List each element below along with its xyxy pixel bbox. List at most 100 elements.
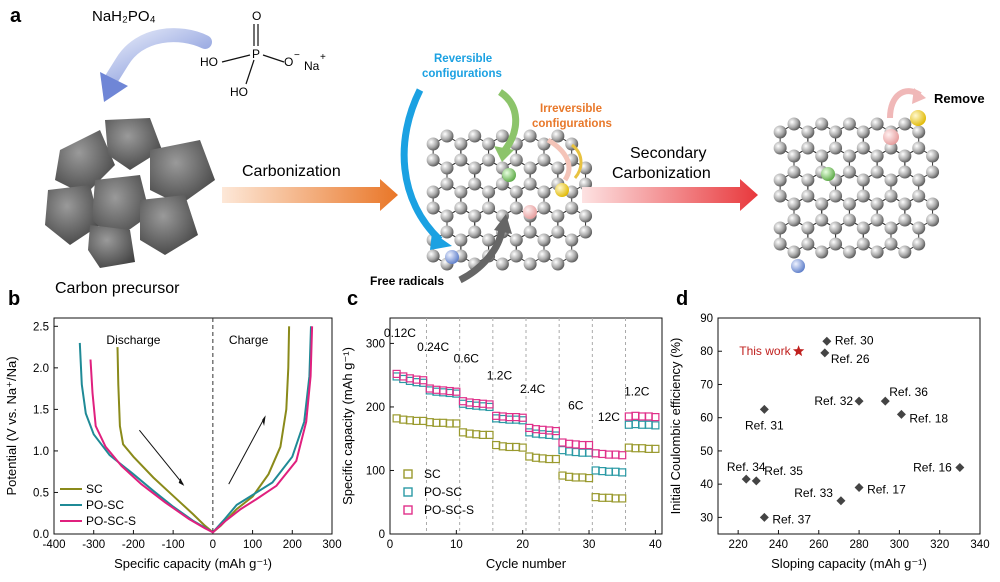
carbon-atom	[815, 213, 829, 227]
data-point-po-sc	[405, 376, 415, 385]
carbon-atom	[856, 141, 870, 155]
x-tick-label: 100	[243, 539, 262, 551]
y-tick-label: 70	[700, 379, 713, 391]
carbon-atom	[454, 185, 468, 199]
data-point-po-sc	[485, 402, 494, 412]
data-point-po-sc	[551, 431, 560, 440]
data-point-po-sc	[518, 416, 527, 425]
carbon-atom	[426, 153, 440, 167]
data-point-po-sc	[644, 420, 653, 429]
carbon-atom	[829, 221, 843, 235]
legend-entry: SC	[86, 482, 103, 496]
panel-d: d 220 240 260 280 300 320 340 30 40 50 60 70 80 90 Slo…	[668, 288, 990, 571]
y-tick-label: 60	[700, 413, 713, 425]
x-tick-label: 20	[516, 539, 529, 551]
reagent-arrow	[105, 28, 212, 85]
data-point-sc	[505, 442, 514, 452]
data-point-sc	[445, 419, 454, 428]
carbon-atom	[856, 221, 870, 235]
carbon-atom	[926, 149, 940, 163]
carbon-atom	[426, 185, 440, 199]
y-tick-label: 80	[700, 346, 713, 358]
data-point-sc	[551, 454, 560, 464]
carbon-atom	[523, 161, 537, 175]
data-point-sc	[419, 416, 428, 426]
y-tick-label: 0	[379, 529, 385, 541]
data-point-po-sc-s	[419, 376, 428, 385]
carbon-atom	[898, 165, 912, 179]
x-tick-label: 200	[283, 539, 302, 551]
carbon-atom	[440, 129, 454, 143]
atom-o-top: O	[252, 9, 261, 23]
data-point-po-sc	[604, 467, 614, 476]
green-arrow	[497, 89, 520, 153]
data-point-po-sc-s	[538, 425, 547, 434]
carbon-atom	[440, 177, 454, 191]
data-point-sc	[492, 440, 501, 450]
data-point-po-sc-s	[412, 375, 421, 384]
data-point-po-sc	[399, 374, 408, 384]
carbon-atom	[856, 125, 870, 139]
data-point	[820, 348, 830, 358]
panel-label-b: b	[8, 288, 20, 310]
data-point-po-sc	[631, 419, 640, 429]
carbon-atom	[440, 209, 454, 223]
data-point-sc	[531, 453, 541, 462]
x-tick-label: -100	[162, 539, 185, 551]
carbon-atom	[912, 125, 926, 139]
carbon-atom	[842, 213, 856, 227]
carbonization-arrow	[222, 179, 398, 211]
carbon-atom	[537, 137, 551, 151]
carbon-atom	[898, 245, 912, 259]
data-point-po-sc-s	[511, 413, 521, 422]
carbon-atom	[454, 137, 468, 151]
green-heteroatom	[821, 167, 835, 181]
carbon-atom	[829, 125, 843, 139]
y-tick-label: 0.0	[33, 529, 49, 541]
panel-label-a: a	[10, 5, 22, 27]
carbon-atom	[509, 185, 523, 199]
carbon-atom	[565, 233, 579, 247]
pink-heteroatom	[523, 205, 537, 219]
legend-marker	[403, 505, 413, 515]
x-tick-label: 300	[890, 539, 909, 551]
carbon-atom	[829, 141, 843, 155]
carbon-atom	[842, 165, 856, 179]
carbon-atom	[842, 149, 856, 163]
x-axis-label: Specific capacity (mAh g⁻¹)	[114, 556, 272, 571]
data-point-po-sc	[598, 467, 607, 476]
y-tick-label: 0.5	[33, 487, 49, 499]
data-point-sc	[511, 442, 521, 452]
carbon-atom	[856, 189, 870, 203]
x-tick-label: -200	[122, 539, 145, 551]
data-point-sc	[525, 452, 534, 461]
data-point-po-sc-s	[624, 412, 633, 421]
carbon-atom	[426, 249, 440, 263]
irreversible-label-line1: Irreversible	[540, 103, 602, 115]
carbon-atom	[815, 245, 829, 259]
carbon-atom	[815, 117, 829, 131]
data-point-po-sc-s	[505, 413, 514, 422]
data-point-po-sc-s	[478, 399, 487, 408]
x-tick-label: 220	[729, 539, 748, 551]
data-point-po-sc	[492, 414, 501, 423]
carbon-atom	[787, 245, 801, 259]
data-point-po-sc-s	[525, 423, 534, 433]
data-point-po-sc	[525, 428, 534, 437]
free-radicals-arrow	[458, 227, 506, 284]
data-point-po-sc	[498, 414, 507, 424]
data-point-po-sc-s	[472, 399, 481, 408]
data-point	[759, 404, 769, 414]
data-point	[854, 396, 864, 406]
data-point-po-sc	[511, 415, 521, 424]
panel-b: b -400 -300 -200 -100 0 100 200 300 0.0 0.5 1.0 1.5…	[4, 288, 342, 571]
rate-label: 6C	[568, 398, 584, 412]
y-tick-label: 1.5	[33, 404, 49, 416]
carbon-atom	[773, 173, 787, 187]
data-point-po-sc	[571, 447, 580, 457]
data-point-po-sc-s	[578, 440, 587, 450]
data-point-po-sc	[531, 429, 541, 438]
data-point-po-sc	[584, 448, 594, 457]
data-point-po-sc-s	[425, 384, 434, 393]
carbon-atom	[537, 201, 551, 215]
